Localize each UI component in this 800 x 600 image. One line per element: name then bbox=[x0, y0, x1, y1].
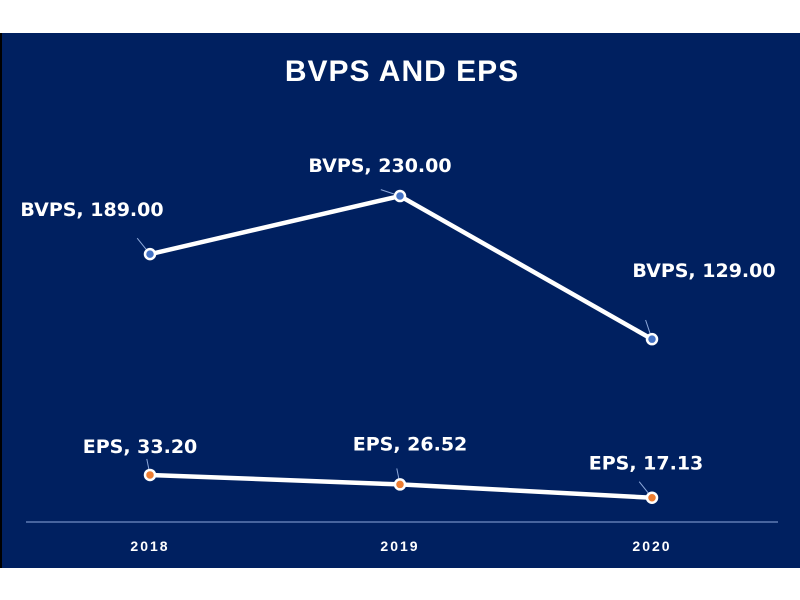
data-label-bvps-2019: BVPS, 230.00 bbox=[308, 155, 451, 177]
data-label-eps-2018: EPS, 33.20 bbox=[83, 436, 198, 458]
data-point-bvps-2018 bbox=[143, 247, 157, 261]
x-tick-label-2020: 2020 bbox=[632, 538, 671, 554]
leader-line-eps-2019 bbox=[396, 468, 400, 480]
chart-area: BVPS AND EPS 2018 2019 2020 BVPS, 189.00 BV… bbox=[0, 33, 800, 568]
leader-line-eps-2020 bbox=[638, 481, 649, 494]
chart-canvas: BVPS AND EPS 2018 2019 2020 BVPS, 189.00BV… bbox=[20, 55, 778, 554]
chart-title: BVPS AND EPS bbox=[285, 55, 519, 88]
leader-line-eps-2018 bbox=[146, 458, 150, 471]
leader-line-bvps-2019 bbox=[380, 189, 395, 195]
data-point-eps-2020 bbox=[645, 491, 659, 504]
series-eps: EPS, 33.20 EPS, 26.52 EPS, 17.13 bbox=[83, 433, 704, 504]
series-bvps: BVPS, 189.00 BVPS, 230.00 BVPS, 129.00 bbox=[20, 155, 776, 346]
series-layer: BVPS, 189.00 BVPS, 230.00 BVPS, 129.00 EPS,… bbox=[20, 155, 776, 504]
data-label-bvps-2020: BVPS, 129.00 bbox=[632, 260, 775, 282]
data-label-eps-2019: EPS, 26.52 bbox=[353, 433, 468, 455]
series-line-bvps bbox=[149, 193, 654, 342]
leader-line-bvps-2018 bbox=[136, 237, 147, 250]
x-tick-label-2018: 2018 bbox=[130, 538, 169, 554]
leader-line-bvps-2020 bbox=[645, 319, 651, 334]
data-point-bvps-2020 bbox=[645, 332, 659, 346]
data-point-eps-2018 bbox=[143, 468, 157, 482]
data-label-bvps-2018: BVPS, 189.00 bbox=[20, 199, 163, 221]
data-point-bvps-2019 bbox=[393, 189, 407, 203]
data-label-eps-2020: EPS, 17.13 bbox=[589, 453, 704, 475]
data-point-eps-2019 bbox=[393, 478, 407, 491]
x-tick-label-2019: 2019 bbox=[380, 538, 419, 554]
x-axis-ticks: 2018 2019 2020 bbox=[130, 538, 671, 554]
